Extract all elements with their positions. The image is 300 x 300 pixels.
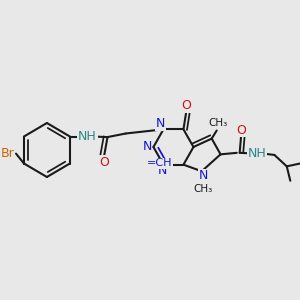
Text: Br: Br	[0, 147, 14, 160]
Text: =CH: =CH	[147, 158, 173, 168]
Text: N: N	[199, 169, 208, 182]
Text: N: N	[142, 140, 152, 154]
Text: NH: NH	[78, 130, 97, 143]
Text: O: O	[236, 124, 246, 136]
Text: N: N	[157, 164, 167, 177]
Text: CH₃: CH₃	[194, 184, 213, 194]
Text: N: N	[156, 117, 165, 130]
Text: O: O	[99, 155, 109, 169]
Text: NH: NH	[248, 147, 266, 160]
Text: O: O	[182, 99, 191, 112]
Text: CH₃: CH₃	[208, 118, 228, 128]
